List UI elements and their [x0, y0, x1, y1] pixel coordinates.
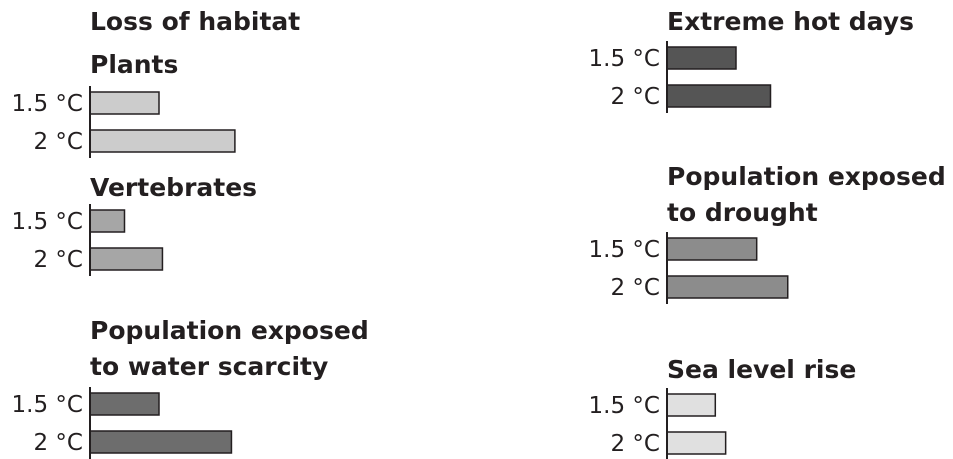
bar-2c: [666, 275, 789, 299]
panel-heading: Extreme hot days: [667, 7, 914, 36]
panel-3: Population exposed to water scarcity 1.5 °…: [12, 316, 369, 459]
panel-5: Population exposed to drought 1.5 °C 2 °C: [589, 162, 946, 304]
panel-6: Sea level rise 1.5 °C 2 °C: [589, 355, 856, 459]
tick-label: 2 °C: [33, 247, 83, 273]
tick-label: 2 °C: [610, 275, 660, 301]
tick-label: 2 °C: [33, 430, 83, 456]
panel-heading: to drought: [667, 198, 818, 227]
bar-1-5c: [666, 46, 737, 70]
panel-2: Vertebrates 1.5 °C 2 °C: [12, 173, 257, 276]
bar-1-5c: [666, 393, 717, 417]
panel-heading: Population exposed: [667, 162, 946, 191]
bar-2c: [89, 430, 233, 454]
bar-2c: [666, 431, 727, 455]
tick-label: 1.5 °C: [589, 46, 660, 72]
bar-1-5c: [89, 209, 126, 233]
tick-label: 2 °C: [610, 431, 660, 457]
bar-1-5c: [89, 392, 160, 416]
panel-heading: Population exposed: [90, 316, 369, 345]
panel-4: Extreme hot days 1.5 °C 2 °C: [589, 7, 914, 113]
panel-1: Loss of habitat Plants 1.5 °C 2 °C: [12, 7, 300, 158]
panel-heading: Plants: [90, 50, 178, 79]
tick-label: 1.5 °C: [12, 209, 83, 235]
tick-label: 1.5 °C: [589, 237, 660, 263]
panel-heading: Vertebrates: [90, 173, 257, 202]
bar-1-5c: [666, 237, 758, 261]
panel-heading: Sea level rise: [667, 355, 856, 384]
panel-heading: Loss of habitat: [90, 7, 300, 36]
tick-label: 2 °C: [33, 129, 83, 155]
bar-2c: [89, 247, 164, 271]
panel-heading: to water scarcity: [90, 352, 328, 381]
tick-label: 2 °C: [610, 84, 660, 110]
bar-1-5c: [89, 91, 160, 115]
tick-label: 1.5 °C: [12, 392, 83, 418]
tick-label: 1.5 °C: [589, 393, 660, 419]
tick-label: 1.5 °C: [12, 91, 83, 117]
bar-2c: [666, 84, 772, 108]
bar-2c: [89, 129, 236, 153]
